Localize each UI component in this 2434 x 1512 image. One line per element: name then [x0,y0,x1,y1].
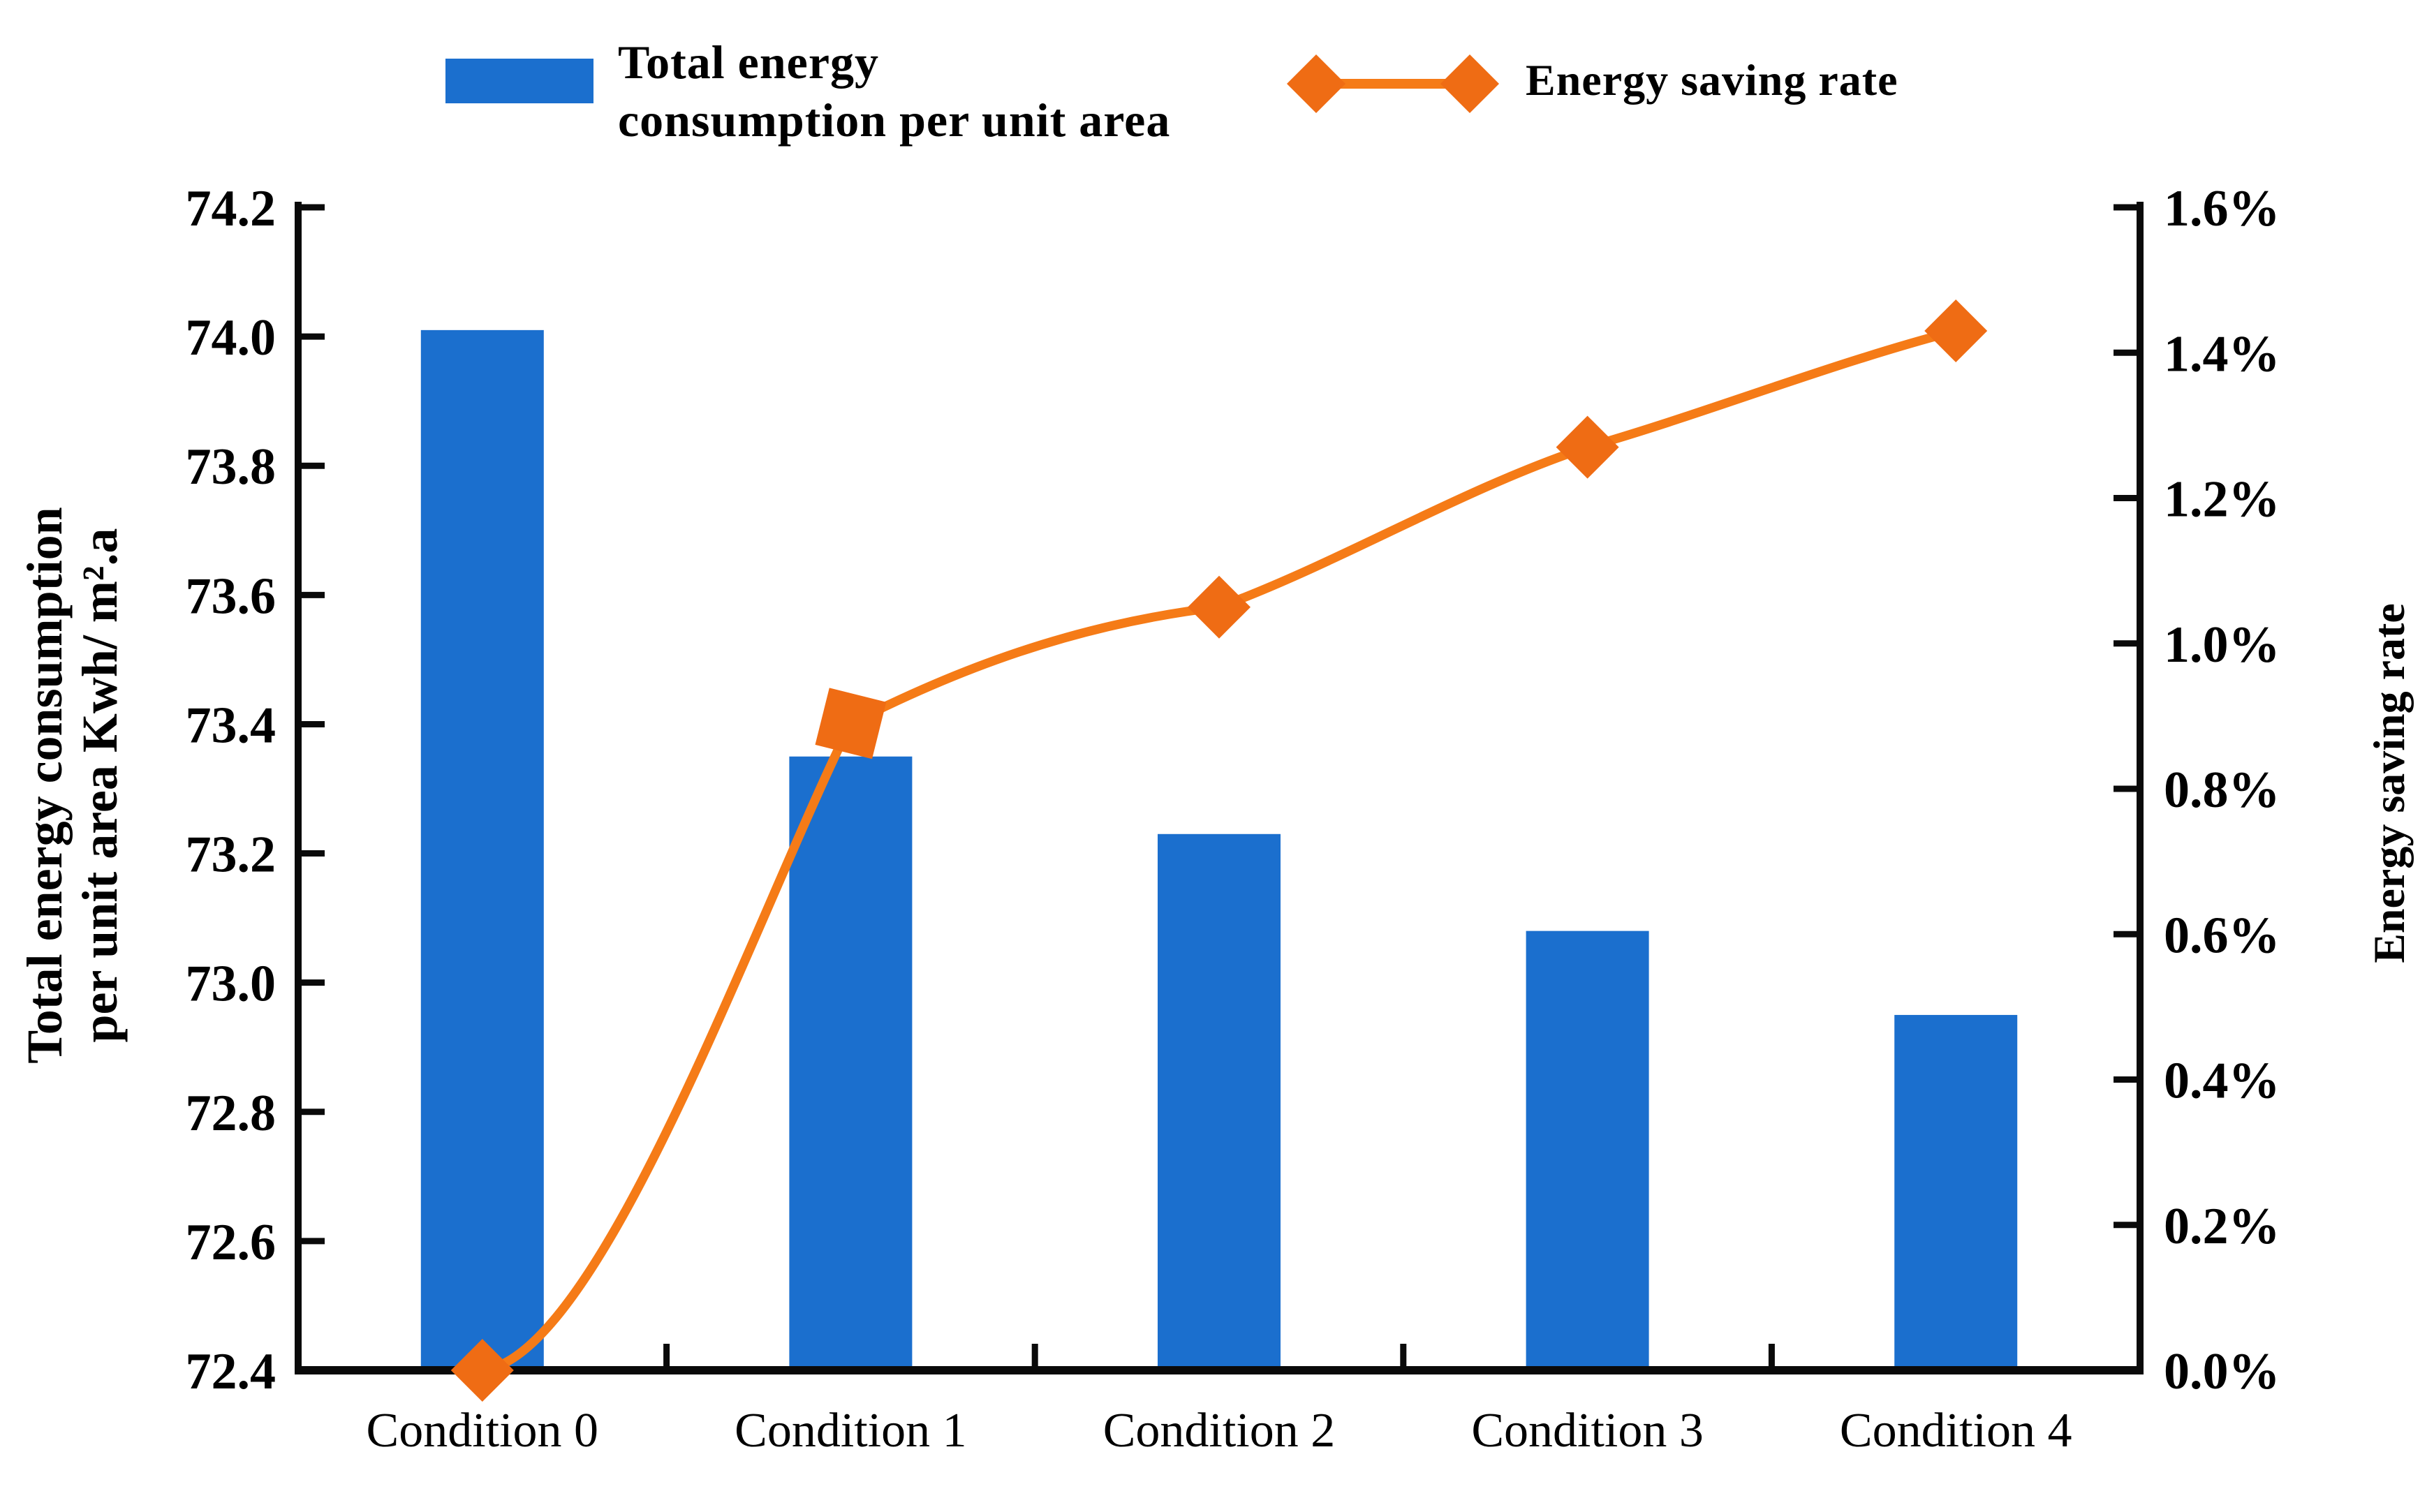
line-marker-condition-2 [1188,575,1251,639]
right-axis-tick-label: 0.8% [2164,762,2280,819]
bar-condition-2 [1158,833,1281,1370]
energy-saving-line [478,326,1961,1375]
line-legend-glyph [1287,54,1499,113]
bar-legend-color [445,59,593,103]
left-axis-tick-label: 73.6 [186,568,276,625]
x-axis-category-label: Condition 0 [367,1404,599,1458]
left-axis-tick-label: 74.0 [186,309,276,366]
line-marker-condition-1 [815,688,887,759]
line-legend-diamond-left [1287,54,1345,113]
bar-condition-3 [1526,931,1649,1370]
x-axis-category-label: Condition 3 [1471,1404,1704,1458]
line-legend-label: Energy saving rate [1526,55,1898,105]
line-marker-condition-4 [1924,299,1988,363]
left-axis-tick-label: 73.0 [186,956,276,1013]
x-axis-category-label: Condition 4 [1840,1404,2072,1458]
right-axis-tick-label: 0.6% [2164,907,2280,964]
right-axis-tick-label: 1.2% [2164,471,2280,528]
line-marker-condition-3 [1556,415,1619,479]
left-axis-tick-label: 73.2 [186,827,276,884]
right-axis-tick-label: 0.0% [2164,1343,2280,1400]
right-axis-tick-label: 1.4% [2164,325,2280,383]
bar-legend-label-line1: Total energy [618,36,880,89]
right-axis-tick-label: 0.2% [2164,1198,2280,1255]
x-axis-category-label: Condition 2 [1103,1404,1336,1458]
right-axis-tick-label: 0.4% [2164,1053,2280,1110]
x-axis-category-label: Condition 1 [735,1404,967,1458]
left-axis-tick-label: 72.6 [186,1214,276,1271]
bar-legend-label: Total energy consumption per unit area [618,34,1386,149]
bar-condition-4 [1894,1014,2018,1370]
right-axis-tick-label: 1.6% [2164,180,2280,237]
left-axis-tick-label: 73.4 [186,697,276,754]
bar-legend-label-line2: consumption per unit area [618,93,1171,147]
line-legend-diamond-right [1440,54,1499,113]
legend: Total energy consumption per unit area E… [0,0,2434,168]
line-marker-condition-0 [450,1339,514,1402]
bar-condition-0 [420,329,544,1370]
left-axis-tick-label: 72.4 [186,1343,276,1400]
right-axis-tick-label: 1.0% [2164,616,2280,674]
left-axis-tick-label: 72.8 [186,1085,276,1142]
left-axis-tick-label: 74.2 [186,180,276,237]
left-axis-tick-label: 73.8 [186,438,276,496]
bar-legend-swatch [445,59,593,103]
bar-condition-1 [789,756,913,1370]
